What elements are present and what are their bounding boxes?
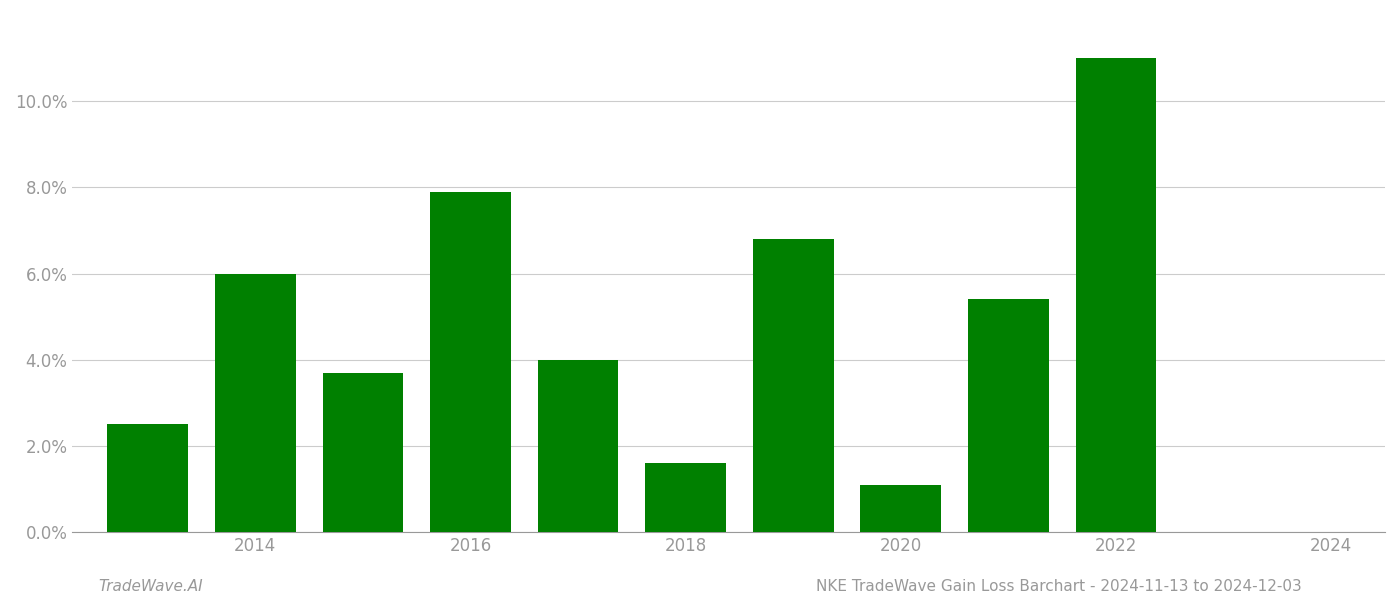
Text: NKE TradeWave Gain Loss Barchart - 2024-11-13 to 2024-12-03: NKE TradeWave Gain Loss Barchart - 2024-… <box>816 579 1302 594</box>
Bar <box>430 191 511 532</box>
Bar <box>322 373 403 532</box>
Bar <box>861 485 941 532</box>
Bar <box>967 299 1049 532</box>
Bar <box>645 463 727 532</box>
Bar <box>1075 58 1156 532</box>
Bar <box>538 360 619 532</box>
Bar <box>753 239 833 532</box>
Bar <box>216 274 295 532</box>
Bar <box>108 424 188 532</box>
Text: TradeWave.AI: TradeWave.AI <box>98 579 203 594</box>
